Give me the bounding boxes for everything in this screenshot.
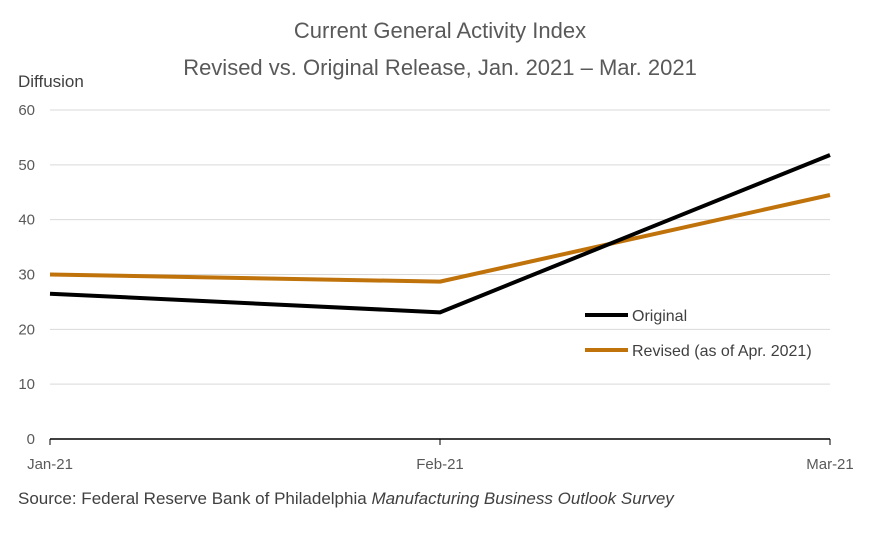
legend-label-original: Original bbox=[632, 308, 687, 325]
y-tick-label-40: 40 bbox=[18, 212, 35, 229]
y-tick-label-20: 20 bbox=[18, 321, 35, 338]
y-tick-label-50: 50 bbox=[18, 157, 35, 174]
x-tick-label-0: Jan-21 bbox=[27, 456, 73, 473]
legend-label-revised: Revised (as of Apr. 2021) bbox=[632, 343, 812, 360]
y-tick-label-60: 60 bbox=[18, 102, 35, 119]
y-tick-label-10: 10 bbox=[18, 376, 35, 393]
y-tick-label-0: 0 bbox=[27, 431, 35, 448]
y-axis-label: Diffusion bbox=[18, 72, 84, 91]
x-tick-label-2: Mar-21 bbox=[806, 456, 854, 473]
series-line-revised bbox=[49, 193, 831, 284]
source-note: Source: Federal Reserve Bank of Philadel… bbox=[18, 489, 674, 509]
source-prefix: Source: Federal Reserve Bank of Philadel… bbox=[18, 489, 372, 508]
y-tick-label-30: 30 bbox=[18, 267, 35, 284]
chart-title: Current General Activity Index bbox=[293, 18, 587, 43]
x-tick-label-1: Feb-21 bbox=[416, 456, 464, 473]
series-line-original bbox=[49, 153, 831, 315]
source-survey-name: Manufacturing Business Outlook Survey bbox=[371, 489, 674, 508]
chart-subtitle: Revised vs. Original Release, Jan. 2021 … bbox=[183, 55, 697, 80]
